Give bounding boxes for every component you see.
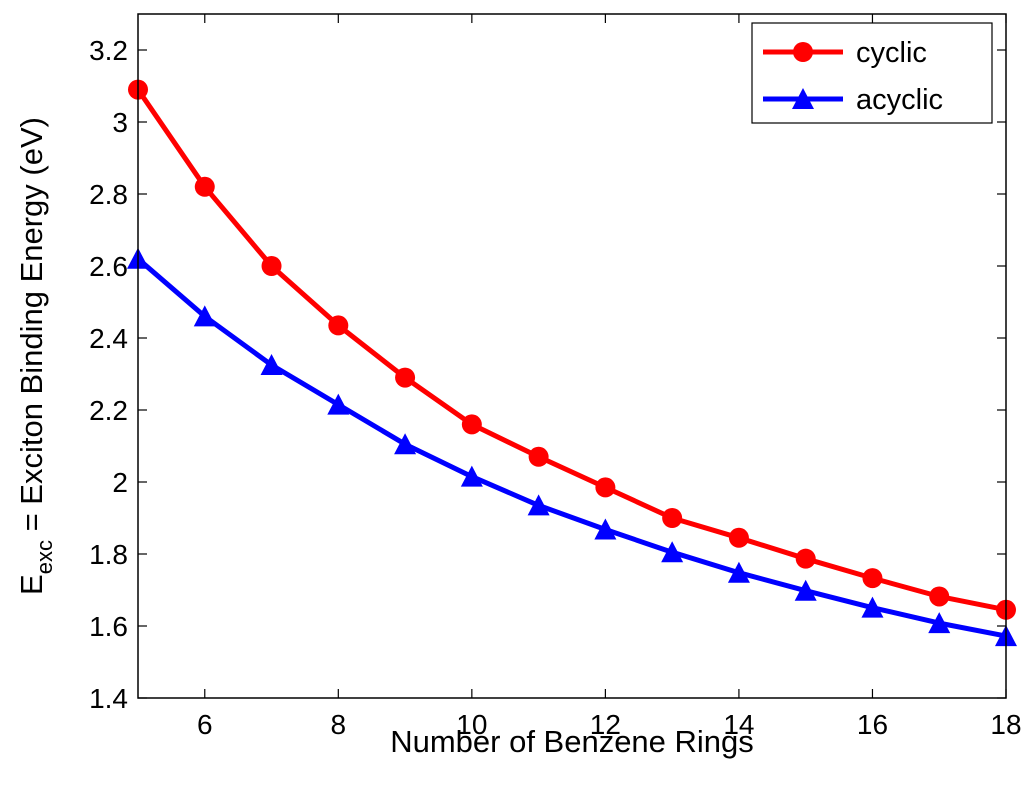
data-point-acyclic (861, 596, 884, 618)
legend-box (751, 22, 993, 124)
data-point-cyclic (929, 586, 950, 607)
data-point-acyclic (527, 494, 550, 516)
y-tick-labels: 1.4 1.6 1.8 2 2.2 2.4 2.6 2.8 3 3.2 (89, 35, 128, 714)
y-tick-label: 2.4 (89, 323, 128, 354)
legend-label-cyclic: cyclic (856, 37, 927, 69)
y-tick-label: 1.6 (89, 611, 128, 642)
x-tick-label: 16 (857, 709, 888, 740)
data-point-acyclic (193, 305, 216, 327)
plot-area-border (137, 13, 1007, 699)
data-point-acyclic (928, 612, 951, 634)
series-line-acyclic (136, 256, 1007, 639)
data-point-cyclic (795, 548, 816, 569)
data-point-acyclic (727, 561, 750, 583)
data-point-acyclic (260, 354, 283, 375)
x-tick-label: 8 (331, 709, 347, 740)
data-point-cyclic (662, 508, 683, 528)
data-point-acyclic (594, 518, 617, 540)
data-point-cyclic (328, 315, 349, 336)
y-tick-label: 2.2 (89, 395, 128, 426)
data-point-acyclic (661, 541, 684, 563)
legend-label-acyclic: acyclic (856, 84, 943, 116)
x-tick-label: 14 (723, 709, 754, 740)
data-point-cyclic (595, 477, 616, 498)
y-tick-label: 3.2 (89, 35, 128, 66)
legend-marker-cyclic (793, 42, 813, 62)
legend: cyclic acyclic (751, 22, 993, 124)
y-axis-title-main: E (14, 574, 49, 595)
x-tick-label: 6 (197, 709, 213, 740)
data-point-cyclic (194, 176, 215, 197)
x-axis-title: Number of Benzene Rings (390, 724, 754, 759)
data-point-cyclic (395, 367, 416, 388)
y-tick-label: 3 (112, 107, 128, 138)
data-point-acyclic (394, 433, 417, 455)
data-point-cyclic (528, 446, 549, 467)
y-axis-title-subscript: exc (32, 540, 57, 574)
data-point-acyclic (794, 579, 817, 601)
x-tick-label: 10 (456, 709, 487, 740)
y-axis-title-rest: = Exciton Binding Energy (eV) (14, 117, 49, 540)
data-point-cyclic (461, 414, 482, 435)
y-tick-label: 2.6 (89, 251, 128, 282)
y-tick-label: 1.4 (89, 683, 128, 714)
x-tick-label: 12 (590, 709, 621, 740)
data-point-acyclic (460, 465, 483, 487)
series-layer (127, 79, 1017, 647)
data-point-cyclic (728, 527, 749, 548)
y-axis-title: Eexc = Exciton Binding Energy (eV) (14, 117, 57, 595)
y-tick-label: 2 (112, 467, 128, 498)
data-point-cyclic (261, 256, 282, 276)
y-tick-label: 2.8 (89, 179, 128, 210)
x-tick-label: 18 (990, 709, 1021, 740)
data-point-cyclic (862, 568, 883, 589)
data-point-acyclic (327, 393, 350, 415)
series-line-cyclic (135, 88, 1007, 613)
plot-area-background (138, 14, 1006, 698)
y-tick-label: 1.8 (89, 539, 128, 570)
legend-marker-acyclic (792, 88, 814, 109)
x-tick-labels: 6 8 10 12 14 16 18 (197, 709, 1022, 740)
